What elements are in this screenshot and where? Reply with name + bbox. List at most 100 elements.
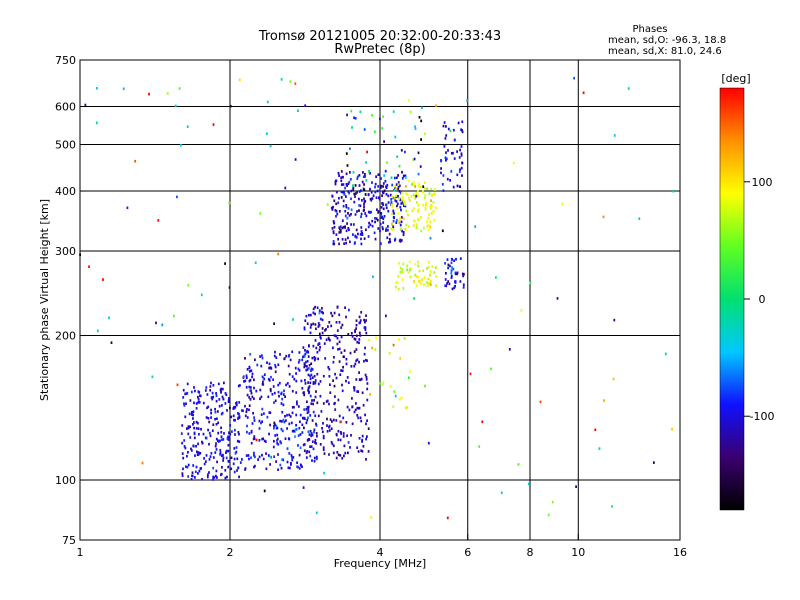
- data-point: [369, 197, 372, 201]
- data-point: [309, 374, 312, 378]
- phases-stats-label: Phases: [632, 24, 667, 35]
- data-point: [445, 159, 447, 162]
- data-point: [215, 448, 218, 451]
- data-point: [298, 351, 301, 354]
- data-point: [249, 353, 252, 356]
- data-point: [308, 438, 311, 441]
- data-point: [220, 454, 223, 457]
- data-point: [367, 450, 370, 453]
- data-point: [447, 263, 450, 267]
- chart-title: Tromsø 20121005 20:32:00-20:33:43: [258, 29, 501, 44]
- data-point: [333, 402, 336, 406]
- data-point: [384, 169, 387, 173]
- data-point: [403, 204, 405, 207]
- data-point: [335, 179, 337, 183]
- data-point: [416, 210, 419, 213]
- data-point: [418, 269, 421, 273]
- data-point: [269, 389, 272, 393]
- data-point: [299, 413, 302, 417]
- data-point: [392, 405, 395, 408]
- data-point: [193, 386, 195, 389]
- data-point: [445, 134, 448, 137]
- data-point: [311, 376, 314, 379]
- data-point: [324, 329, 326, 332]
- data-point: [364, 413, 366, 417]
- data-point: [241, 458, 243, 461]
- data-point: [230, 467, 233, 471]
- data-point: [339, 225, 342, 228]
- data-point: [274, 423, 276, 426]
- data-point: [281, 397, 284, 401]
- data-point: [191, 413, 193, 416]
- data-point: [404, 185, 407, 188]
- data-point: [417, 260, 419, 264]
- data-point: [428, 282, 430, 285]
- data-point: [316, 351, 319, 354]
- data-point: [336, 305, 339, 309]
- data-point: [196, 450, 198, 454]
- data-point: [573, 76, 575, 80]
- data-point: [273, 424, 275, 428]
- data-point: [288, 413, 291, 417]
- data-point: [372, 275, 374, 279]
- data-point: [294, 435, 297, 438]
- data-point: [335, 433, 338, 437]
- data-point: [378, 196, 380, 199]
- data-point: [291, 458, 294, 462]
- data-point: [227, 400, 230, 403]
- data-point: [406, 268, 409, 271]
- data-point: [286, 382, 289, 385]
- data-point: [442, 189, 445, 192]
- data-point: [372, 194, 375, 197]
- data-point: [426, 187, 428, 191]
- data-point: [381, 127, 384, 130]
- data-point: [261, 420, 263, 423]
- data-point: [337, 453, 340, 457]
- data-point: [355, 228, 358, 232]
- data-point: [317, 325, 320, 328]
- data-point: [332, 346, 334, 350]
- data-point: [260, 413, 263, 416]
- data-point: [431, 265, 434, 268]
- data-point: [280, 402, 283, 405]
- data-point: [331, 208, 334, 211]
- data-point: [322, 446, 325, 449]
- data-point: [369, 187, 371, 191]
- data-point: [340, 179, 343, 183]
- data-point: [234, 452, 237, 455]
- data-point: [273, 421, 276, 425]
- data-point: [399, 227, 402, 230]
- data-point: [197, 395, 199, 399]
- data-point: [346, 405, 349, 409]
- data-point: [343, 454, 345, 458]
- data-point: [321, 430, 324, 434]
- data-point: [327, 366, 330, 369]
- data-point: [315, 455, 318, 459]
- data-point: [380, 216, 383, 219]
- data-point: [672, 189, 675, 193]
- data-point: [274, 370, 277, 374]
- data-point: [340, 183, 343, 186]
- data-point: [260, 395, 263, 399]
- data-point: [360, 215, 362, 219]
- data-point: [407, 376, 410, 379]
- data-point: [396, 155, 399, 158]
- data-point: [458, 156, 461, 159]
- data-point: [354, 241, 356, 244]
- data-point: [360, 311, 363, 314]
- data-point: [246, 424, 248, 428]
- data-point: [205, 460, 207, 463]
- data-point: [181, 472, 184, 475]
- data-point: [435, 284, 437, 288]
- data-point: [332, 230, 335, 233]
- data-point: [217, 421, 219, 425]
- data-point: [454, 280, 457, 283]
- data-point: [295, 372, 297, 375]
- data-point: [397, 181, 400, 184]
- data-point: [230, 415, 233, 419]
- data-point: [397, 219, 400, 222]
- data-point: [193, 431, 196, 435]
- data-point: [178, 87, 181, 90]
- data-point: [277, 453, 279, 456]
- data-point: [377, 185, 380, 188]
